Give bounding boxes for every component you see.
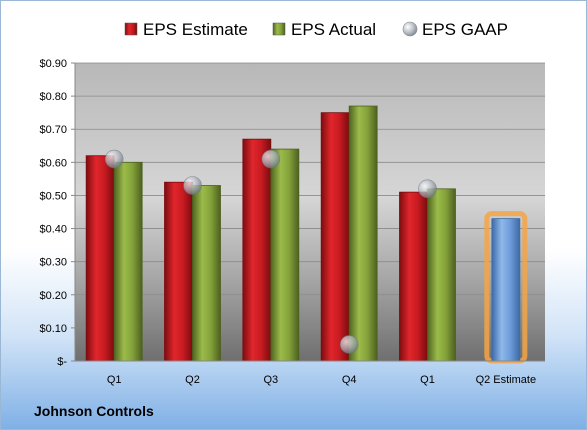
eps-actual-bar: [348, 105, 378, 362]
y-tick-label: $0.70: [39, 124, 67, 136]
eps-gaap-marker: [104, 149, 124, 169]
x-tick-label: Q1: [107, 374, 122, 386]
company-name: Johnson Controls: [34, 403, 154, 419]
bars: [85, 105, 528, 364]
legend-label: EPS Actual: [291, 20, 376, 39]
y-tick-label: $0.20: [39, 290, 67, 302]
y-tick-label: $0.60: [39, 157, 67, 169]
q2-estimate-bar: [491, 218, 521, 362]
eps-actual-bar: [427, 188, 456, 362]
x-tick-label: Q1: [420, 374, 435, 386]
y-tick-label: $0.30: [39, 257, 67, 269]
y-tick-label: $0.90: [39, 58, 67, 70]
y-tick-label: $0.80: [39, 91, 67, 103]
eps-estimate-bar: [242, 138, 272, 362]
eps-gaap-marker: [339, 335, 359, 354]
legend-swatch: [124, 22, 138, 36]
eps-actual-bar: [113, 161, 143, 362]
y-tick-label: $-: [57, 356, 67, 368]
eps-gaap-marker: [261, 149, 281, 169]
eps-estimate-bar: [85, 155, 115, 362]
y-axis: $- $0.10 $0.20 $0.30 $0.40 $0.50 $0.60 $0.70 $0.…: [39, 58, 76, 368]
y-tick-label: $0.10: [39, 323, 67, 335]
eps-estimate-bar: [320, 112, 350, 362]
gaap-markers: [104, 149, 437, 354]
gridlines: [75, 62, 545, 362]
eps-actual-bar: [192, 185, 221, 362]
eps-actual-bar: [270, 148, 300, 362]
eps-gaap-marker: [418, 179, 437, 199]
y-tick-label: $0.50: [39, 190, 67, 202]
legend: EPS Estimate EPS Actual EPS GAAP: [124, 20, 508, 39]
x-axis: Q1 Q2 Q3 Q4 Q1 Q2 Estimate: [75, 360, 545, 386]
eps-estimate-bar: [164, 181, 193, 362]
eps-estimate-bar: [399, 191, 428, 362]
x-tick-label: Q4: [342, 374, 357, 386]
legend-label: EPS Estimate: [143, 20, 248, 39]
legend-label: EPS GAAP: [422, 20, 508, 39]
eps-gaap-marker: [183, 176, 202, 195]
legend-swatch: [272, 22, 286, 36]
x-tick-label: Q2 Estimate: [476, 374, 537, 386]
legend-swatch: [402, 21, 418, 37]
x-tick-label: Q2: [185, 374, 200, 386]
plot-area: [75, 63, 545, 361]
y-tick-label: $0.40: [39, 224, 67, 236]
x-tick-label: Q3: [263, 374, 278, 386]
